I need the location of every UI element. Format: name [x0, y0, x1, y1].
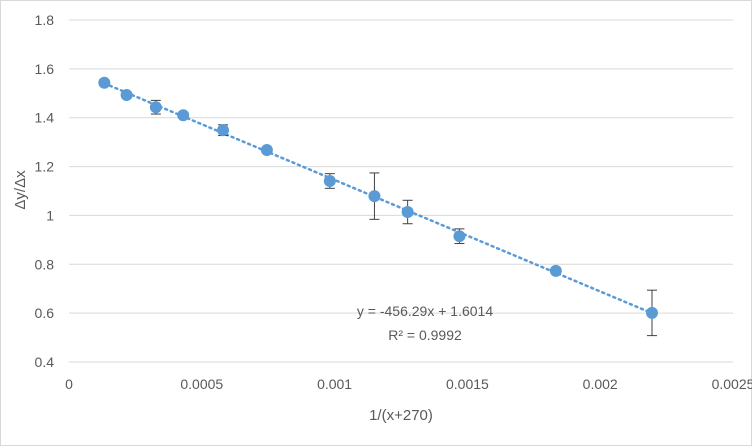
data-point	[453, 230, 466, 243]
x-tick-label: 0	[65, 376, 73, 392]
data-point	[645, 306, 658, 319]
x-tick-label: 0.0005	[180, 376, 223, 392]
y-tick-label: 1.6	[35, 61, 55, 77]
y-tick-label: 1.4	[35, 110, 55, 126]
x-axis-title: 1/(x+270)	[369, 407, 433, 424]
y-tick-label: 1.8	[35, 12, 55, 28]
x-tick-label: 0.002	[583, 376, 618, 392]
y-tick-label: 0.6	[35, 305, 55, 321]
data-point	[368, 190, 381, 203]
y-tick-label: 0.4	[35, 354, 55, 370]
x-tick-label: 0.001	[317, 376, 352, 392]
x-tick-label: 0.0025	[712, 376, 752, 392]
gridlines	[69, 19, 733, 363]
y-tick-labels: 0.4 0.6 0.8 1 1.2 1.4 1.6 1.8	[35, 12, 55, 370]
y-tick-label: 1.2	[35, 159, 55, 175]
trendline-equation: y = -456.29x + 1.6014	[357, 303, 493, 319]
data-point	[323, 174, 336, 187]
y-axis-title: Δy/Δx	[12, 170, 29, 210]
r-squared-label: R² = 0.9992	[388, 327, 462, 343]
data-point	[217, 124, 230, 137]
x-tick-label: 0.0015	[446, 376, 489, 392]
data-point	[260, 143, 273, 156]
data-point	[549, 264, 562, 277]
data-points	[98, 76, 658, 319]
data-point	[98, 76, 111, 89]
x-tick-labels: 0 0.0005 0.001 0.0015 0.002 0.0025	[65, 376, 752, 392]
data-point	[120, 88, 133, 101]
y-tick-label: 1	[46, 207, 54, 223]
data-point	[177, 109, 190, 122]
data-point	[401, 206, 414, 219]
y-tick-label: 0.8	[35, 256, 55, 272]
data-point	[149, 101, 162, 114]
